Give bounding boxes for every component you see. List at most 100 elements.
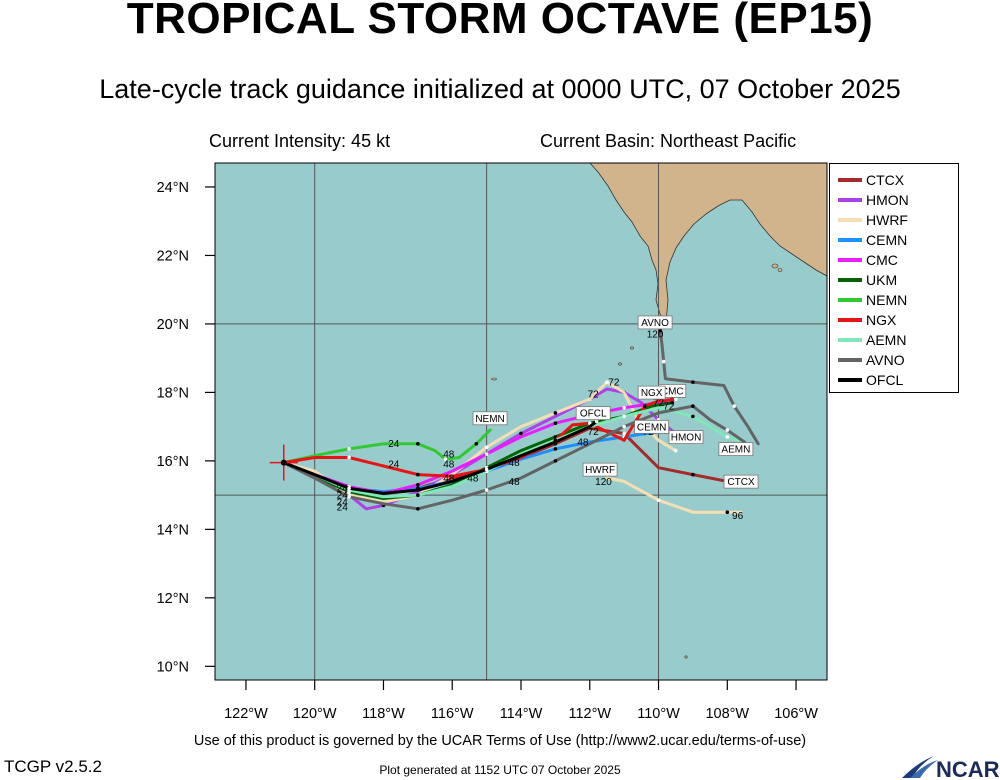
track-point xyxy=(622,431,626,436)
lon-tick-label: 110°W xyxy=(637,706,680,722)
track-point xyxy=(622,406,626,410)
track-hwrf2 xyxy=(605,476,743,514)
lon-tick-label: 116°W xyxy=(431,706,474,722)
island xyxy=(684,655,688,659)
forecast-hour-label: 48 xyxy=(443,449,455,460)
legend-swatch xyxy=(838,178,862,182)
model-label-cemn: CEMN xyxy=(634,419,670,434)
lon-tick-label: 118°W xyxy=(362,706,405,722)
track-ofcl xyxy=(282,420,599,495)
legend-label: HMON xyxy=(866,192,909,208)
forecast-hour-label: 48 xyxy=(443,473,455,484)
track-aemn xyxy=(282,406,746,499)
legend-swatch xyxy=(838,278,862,282)
track-point xyxy=(484,445,489,449)
lat-tick-label: 14°N xyxy=(157,522,189,538)
model-label-hmon: HMON xyxy=(668,430,704,445)
track-point xyxy=(673,397,678,402)
page-title: TROPICAL STORM OCTAVE (EP15) xyxy=(126,0,874,43)
model-label-nemn: NEMN xyxy=(472,411,508,426)
track-point xyxy=(553,440,558,444)
track-point xyxy=(519,431,523,436)
model-label-text: OFCL xyxy=(580,409,607,420)
legend-swatch xyxy=(838,218,862,222)
legend-swatch xyxy=(838,238,862,242)
lat-tick-label: 18°N xyxy=(157,385,189,401)
track-point xyxy=(416,493,420,497)
track-point xyxy=(673,448,678,453)
island xyxy=(777,268,783,272)
legend-swatch xyxy=(838,298,862,302)
track-point xyxy=(553,447,558,451)
track-point xyxy=(691,472,695,477)
legend-item-ukm: UKM xyxy=(838,270,897,290)
legend: CTCX HMON HWRF CEMN CMC UKM NEMN NGX AEMN AVNO OFC… xyxy=(829,163,959,393)
model-label-text: CTCX xyxy=(727,477,755,488)
track-point xyxy=(347,486,351,491)
current-position-dot xyxy=(280,459,287,466)
forecast-hour-label: 24 xyxy=(388,439,400,450)
legend-label: NEMN xyxy=(866,292,908,308)
legend-label: CTCX xyxy=(866,172,905,188)
forecast-hour-label: 72 xyxy=(663,402,675,413)
track-point xyxy=(661,359,666,364)
model-label-box xyxy=(718,442,754,457)
map-content: 2424242424244848484848484872727272727296… xyxy=(215,163,827,680)
model-label-box xyxy=(472,411,508,426)
track-point xyxy=(725,428,730,432)
lon-tick-label: 122°W xyxy=(224,706,268,722)
forecast-hour-label: 48 xyxy=(443,460,455,471)
track-point xyxy=(670,400,675,405)
island xyxy=(630,346,634,350)
track-point xyxy=(484,452,489,456)
legend-item-ngx: NGX xyxy=(838,310,896,330)
track-point xyxy=(416,472,420,477)
track-point xyxy=(443,457,448,461)
track-point xyxy=(347,495,351,499)
forecast-hour-label: 120 xyxy=(647,330,664,341)
forecast-hour-label: 72 xyxy=(653,398,665,409)
legend-label: OFCL xyxy=(866,372,904,388)
ocean-area xyxy=(215,163,827,680)
island xyxy=(618,362,622,366)
lat-tick-label: 12°N xyxy=(157,591,189,607)
legend-item-ctcx: CTCX xyxy=(838,170,904,190)
track-point xyxy=(347,455,351,460)
model-label-text: HMON xyxy=(671,433,702,444)
track-point xyxy=(656,498,661,503)
model-label-box xyxy=(637,315,673,330)
forecast-hour-label: 24 xyxy=(337,484,349,495)
model-label-ctcx: CTCX xyxy=(723,474,759,489)
generated-time: Plot generated at 1152 UTC 07 October 20… xyxy=(379,763,621,777)
model-label-box xyxy=(637,385,666,400)
track-point xyxy=(553,459,558,463)
lon-tick-label: 114°W xyxy=(500,706,543,722)
forecast-hour-label: 24 xyxy=(337,497,349,508)
legend-label: HWRF xyxy=(866,212,908,228)
model-label-text: AEMN xyxy=(721,445,750,456)
legend-swatch xyxy=(838,258,862,262)
lon-tick-label: 106°W xyxy=(774,706,818,722)
forecast-hour-label: 48 xyxy=(509,477,521,488)
lat-tick-label: 16°N xyxy=(157,454,189,470)
legend-label: UKM xyxy=(866,272,898,288)
track-point xyxy=(725,510,730,515)
model-label-box xyxy=(723,474,759,489)
track-nemn xyxy=(282,428,492,465)
track-point xyxy=(622,424,626,429)
track-point xyxy=(594,419,599,424)
forecast-hour-label: 24 xyxy=(388,460,400,471)
model-label-text: NEMN xyxy=(475,414,504,425)
track-point xyxy=(484,467,489,472)
model-label-text: CEMN xyxy=(637,422,666,433)
legend-item-hwrf: HWRF xyxy=(838,210,908,230)
model-label-text: NGX xyxy=(641,388,663,399)
legend-swatch xyxy=(838,378,862,382)
forecast-hour-label: 48 xyxy=(577,437,589,448)
track-point xyxy=(416,488,420,492)
island xyxy=(771,263,779,269)
forecast-hour-label: 72 xyxy=(608,378,620,389)
track-point xyxy=(622,414,626,419)
forecast-hour-label: 24 xyxy=(337,491,349,502)
legend-item-hmon: HMON xyxy=(838,190,909,210)
